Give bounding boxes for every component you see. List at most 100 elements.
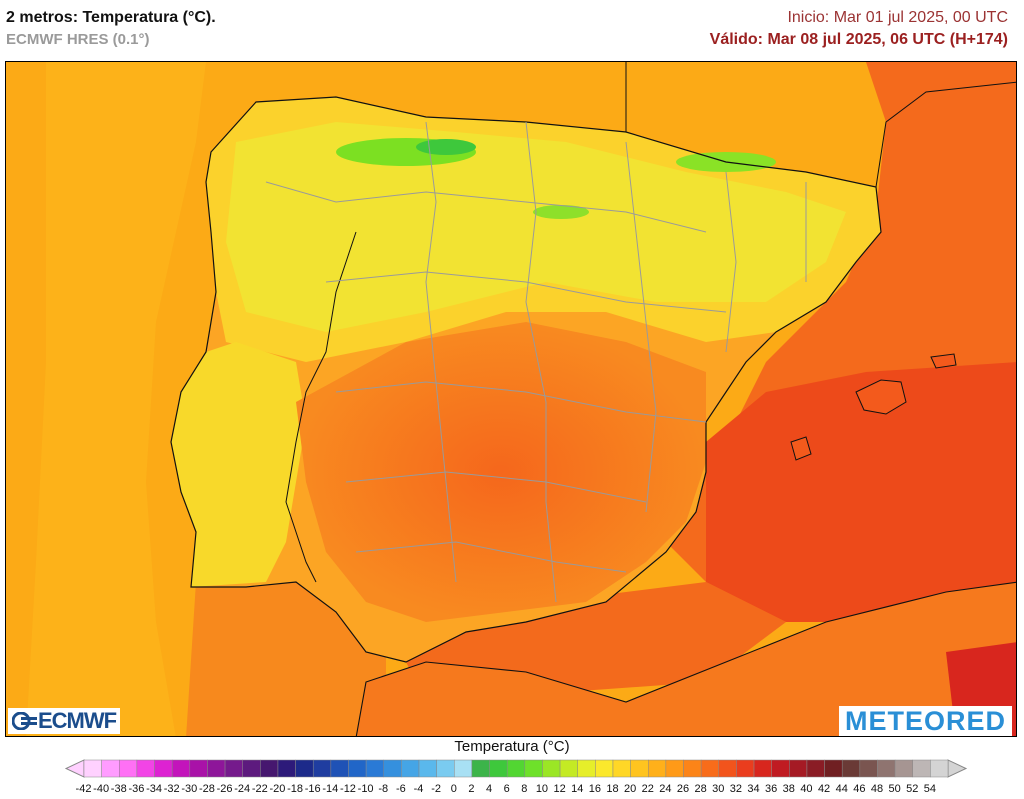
regional-borders — [265, 121, 807, 603]
legend-swatch — [119, 759, 138, 778]
legend-tick-label: 32 — [730, 783, 742, 795]
legend-tick-label: -38 — [111, 783, 127, 795]
legend-swatch — [859, 759, 878, 778]
temperature-color-scale: -42 -40 -38 -36 -34 -32 -30 -28 -26 -24 -22 -20 -18-… — [64, 759, 968, 795]
legend-tick-label: -16 — [305, 783, 321, 795]
legend-swatch — [894, 759, 913, 778]
temperature-map[interactable] — [5, 61, 1017, 737]
map-title: 2 metros: Temperatura (°C). — [6, 9, 216, 26]
legend-tick-label: -2 — [431, 783, 441, 795]
legend-tick-label: -18 — [287, 783, 303, 795]
cantabrian-mountains-cool-2 — [416, 139, 476, 155]
legend-swatch — [101, 759, 120, 778]
init-time: Inicio: Mar 01 jul 2025, 00 UTC — [787, 9, 1008, 26]
atlantic-warm-band — [26, 62, 206, 736]
legend-tick-label: 2 — [468, 783, 474, 795]
legend-tick-label: -28 — [199, 783, 215, 795]
legend-arrow-max — [947, 759, 968, 778]
legend-swatch — [753, 759, 772, 778]
legend-swatch — [612, 759, 631, 778]
legend-swatch — [171, 759, 191, 778]
legend-swatch — [595, 759, 614, 778]
legend-tick-label: -4 — [414, 783, 424, 795]
header-left: 2 metros: Temperatura (°C). ECMWF HRES (… — [6, 9, 216, 48]
legend-tick-label: 24 — [659, 783, 671, 795]
legend-tick-label: -8 — [378, 783, 388, 795]
legend-swatch — [348, 759, 367, 778]
legend-swatch — [136, 759, 155, 778]
legend-swatch — [647, 759, 667, 778]
legend-tick-label: 4 — [486, 783, 492, 795]
legend-tick-label: 52 — [906, 783, 918, 795]
legend-tick-label: 6 — [504, 783, 510, 795]
ecmwf-logo-text: ECMWF — [38, 708, 117, 733]
legend-swatch — [489, 759, 508, 778]
legend-swatch — [154, 759, 173, 778]
legend-swatch — [824, 759, 843, 778]
legend-swatch — [224, 759, 243, 778]
valid-time: Válido: Mar 08 jul 2025, 06 UTC (H+174) — [709, 31, 1008, 48]
legend-tick-label: 16 — [589, 783, 601, 795]
legend-tick-label: 48 — [871, 783, 883, 795]
legend-tick-label: 40 — [800, 783, 812, 795]
legend-tick-label: 30 — [712, 783, 724, 795]
mallorca-island — [855, 379, 907, 415]
legend-tick-label: 44 — [836, 783, 848, 795]
legend-swatch — [718, 759, 737, 778]
legend-swatch — [207, 759, 226, 778]
legend-swatch — [454, 759, 473, 778]
legend-swatch — [789, 759, 808, 778]
legend-tick-label: 8 — [521, 783, 527, 795]
north-africa-coastline — [355, 581, 1016, 736]
legend-swatch — [365, 759, 385, 778]
legend-tick-label: 14 — [571, 783, 583, 795]
legend-swatch — [277, 759, 296, 778]
legend-swatch — [436, 759, 455, 778]
legend-tick-label: 10 — [536, 783, 548, 795]
iberian-coastline — [170, 96, 882, 663]
legend-tick-label: 42 — [818, 783, 830, 795]
legend-tick-label: -22 — [252, 783, 268, 795]
legend-tick-label: -36 — [128, 783, 144, 795]
legend-tick-label: 34 — [747, 783, 759, 795]
legend-swatch — [877, 759, 896, 778]
legend-swatch — [771, 759, 790, 778]
ecmwf-logo: ECMWF — [8, 708, 121, 734]
ecmwf-emblem-icon — [12, 712, 37, 730]
legend-tick-label: 54 — [924, 783, 936, 795]
legend-tick-label: -26 — [217, 783, 233, 795]
legend-swatch — [189, 759, 208, 778]
legend-tick-label: 12 — [553, 783, 565, 795]
legend-tick-label: 46 — [853, 783, 865, 795]
mediterranean-hot — [706, 362, 1016, 622]
legend-tick-label: -12 — [340, 783, 356, 795]
legend-tick-label: -30 — [181, 783, 197, 795]
legend-swatch — [630, 759, 649, 778]
legend-tick-label: 26 — [677, 783, 689, 795]
legend-swatch — [418, 759, 437, 778]
iberian-system-cool — [533, 205, 589, 219]
western-portugal-yellow — [171, 342, 306, 587]
legend-swatch — [383, 759, 402, 778]
gulf-of-cadiz-sea — [186, 582, 386, 736]
legend-swatch — [524, 759, 543, 778]
meteored-logo-text: METEORED — [844, 705, 1006, 736]
legend-tick-label: 20 — [624, 783, 636, 795]
legend-swatch — [242, 759, 261, 778]
legend-swatch — [83, 759, 102, 778]
legend-swatch — [736, 759, 755, 778]
legend-tick-label: -40 — [93, 783, 109, 795]
map-svg — [6, 62, 1016, 736]
legend-swatch — [559, 759, 578, 778]
legend-title: Temperatura (°C) — [454, 738, 570, 755]
header-right: Inicio: Mar 01 jul 2025, 00 UTC Válido: … — [710, 9, 1008, 49]
legend-tick-label: -42 — [76, 783, 92, 795]
legend-swatch — [841, 759, 861, 778]
legend-swatch — [260, 759, 279, 778]
legend-tick-label: -34 — [146, 783, 162, 795]
legend-tick-label: -24 — [234, 783, 250, 795]
legend-tick-label: -10 — [358, 783, 374, 795]
menorca-island — [930, 353, 957, 369]
legend-swatch — [665, 759, 684, 778]
legend-swatch — [683, 759, 702, 778]
